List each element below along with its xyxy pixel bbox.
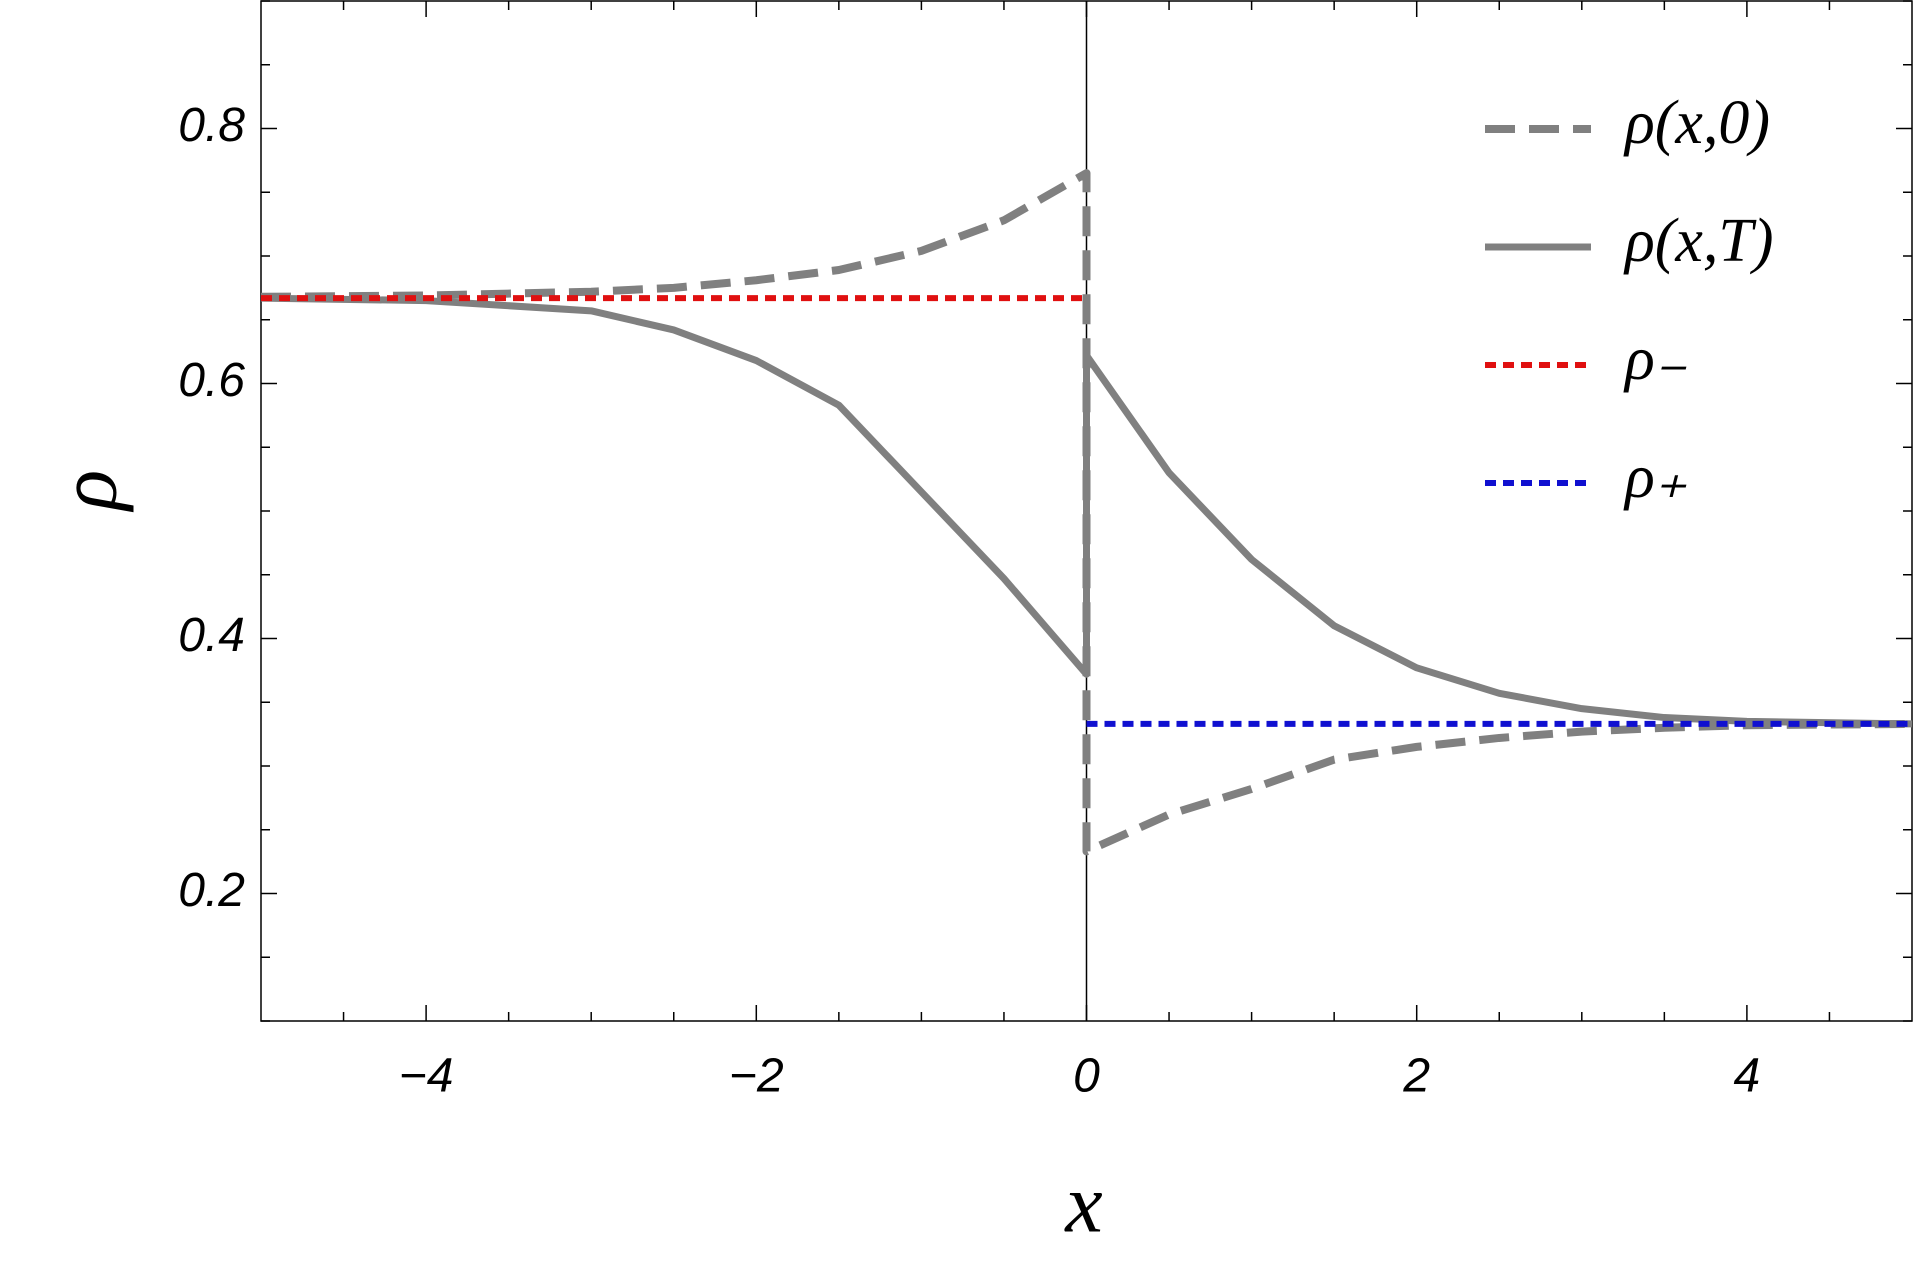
x-axis-label: x [1063,1157,1102,1250]
series-line [260,294,1913,728]
x-tick-label: −4 [399,1050,454,1103]
x-tick-label: 2 [1402,1050,1430,1103]
y-tick-label: 0.6 [178,354,245,407]
x-tick-label: 4 [1734,1050,1761,1103]
legend-label: ρ(x,T) [1623,207,1774,275]
legend-label: ρ(x,0) [1623,89,1770,157]
y-axis-label: ρ [41,470,134,513]
legend-label: ρ₊ [1623,443,1687,511]
legend-label: ρ₋ [1623,325,1687,393]
y-tick-label: 0.4 [178,609,245,662]
y-tick-label: 0.8 [178,99,245,152]
x-tick-label: 0 [1073,1050,1100,1103]
x-tick-label: −2 [729,1050,784,1103]
series-line [260,169,1913,856]
y-tick-label: 0.2 [178,864,245,917]
